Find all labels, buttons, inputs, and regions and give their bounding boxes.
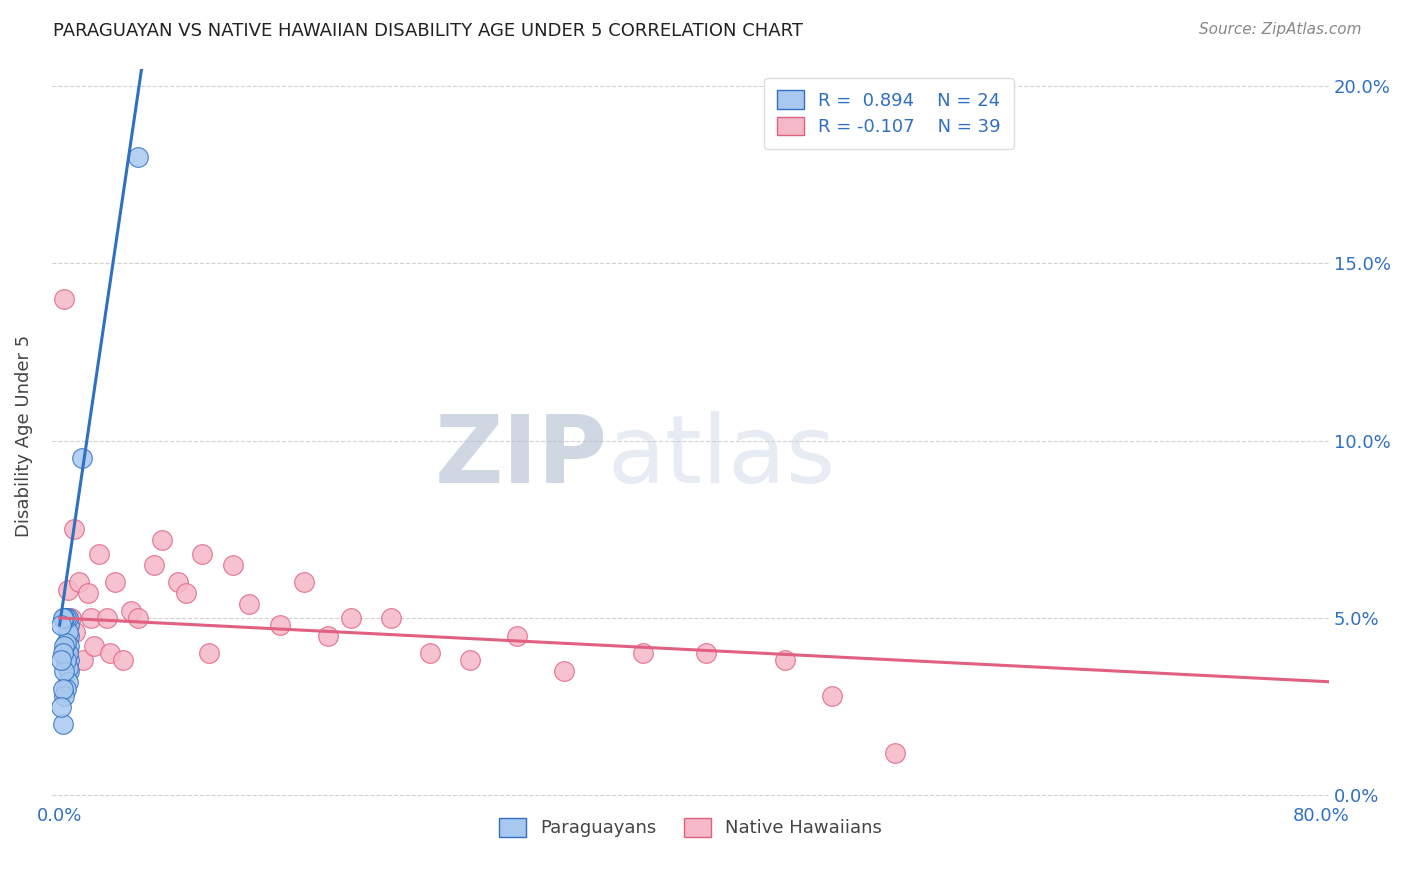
Point	[316, 629, 339, 643]
Point	[53, 689, 76, 703]
Point	[65, 625, 87, 640]
Point	[53, 664, 76, 678]
Point	[87, 547, 110, 561]
Point	[419, 647, 441, 661]
Point	[292, 575, 315, 590]
Point	[150, 533, 173, 547]
Point	[222, 558, 245, 572]
Point	[340, 611, 363, 625]
Point	[127, 150, 149, 164]
Point	[80, 611, 103, 625]
Point	[98, 647, 121, 661]
Point	[96, 611, 118, 625]
Point	[143, 558, 166, 572]
Point	[56, 647, 79, 661]
Point	[52, 611, 75, 625]
Y-axis label: Disability Age Under 5: Disability Age Under 5	[15, 334, 32, 536]
Point	[506, 629, 529, 643]
Point	[53, 611, 76, 625]
Point	[127, 611, 149, 625]
Point	[238, 597, 260, 611]
Point	[52, 681, 75, 696]
Point	[695, 647, 717, 661]
Point	[174, 586, 197, 600]
Text: atlas: atlas	[607, 411, 835, 503]
Point	[884, 746, 907, 760]
Point	[111, 653, 134, 667]
Point	[190, 547, 212, 561]
Point	[198, 647, 221, 661]
Point	[55, 653, 77, 667]
Point	[773, 653, 796, 667]
Point	[55, 636, 77, 650]
Point	[56, 674, 79, 689]
Text: ZIP: ZIP	[434, 411, 607, 503]
Point	[631, 647, 654, 661]
Point	[56, 582, 79, 597]
Point	[70, 451, 93, 466]
Point	[56, 660, 79, 674]
Point	[120, 604, 142, 618]
Point	[458, 653, 481, 667]
Point	[52, 717, 75, 731]
Point	[553, 664, 575, 678]
Point	[52, 647, 75, 661]
Point	[77, 586, 100, 600]
Point	[167, 575, 190, 590]
Point	[56, 625, 79, 640]
Point	[56, 611, 79, 625]
Point	[821, 689, 844, 703]
Point	[380, 611, 402, 625]
Point	[67, 575, 90, 590]
Point	[104, 575, 127, 590]
Point	[59, 611, 82, 625]
Point	[53, 640, 76, 654]
Point	[55, 611, 77, 625]
Point	[58, 664, 80, 678]
Point	[51, 699, 73, 714]
Point	[53, 292, 76, 306]
Text: PARAGUAYAN VS NATIVE HAWAIIAN DISABILITY AGE UNDER 5 CORRELATION CHART: PARAGUAYAN VS NATIVE HAWAIIAN DISABILITY…	[53, 22, 803, 40]
Point	[58, 640, 80, 654]
Point	[58, 618, 80, 632]
Point	[51, 618, 73, 632]
Point	[63, 522, 86, 536]
Point	[51, 653, 73, 667]
Text: Source: ZipAtlas.com: Source: ZipAtlas.com	[1198, 22, 1361, 37]
Point	[72, 653, 94, 667]
Point	[58, 653, 80, 667]
Legend: Paraguayans, Native Hawaiians: Paraguayans, Native Hawaiians	[492, 811, 890, 845]
Point	[58, 629, 80, 643]
Point	[83, 640, 105, 654]
Point	[269, 618, 291, 632]
Point	[55, 681, 77, 696]
